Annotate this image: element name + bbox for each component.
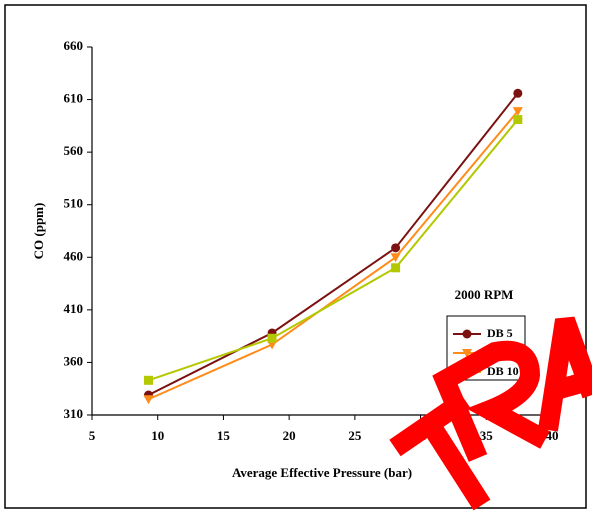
y-tick-label: 360 (64, 353, 84, 368)
marker (267, 340, 278, 350)
watermark (389, 316, 592, 511)
legend-label: DB 5 (487, 326, 513, 340)
y-tick-label: 460 (64, 248, 84, 263)
marker (513, 88, 523, 98)
watermark-a (538, 316, 592, 432)
x-tick-label: 20 (283, 428, 296, 443)
marker (144, 375, 154, 385)
legend-marker (462, 349, 472, 358)
watermark-r (432, 340, 550, 462)
x-tick-label: 5 (89, 428, 96, 443)
series-line (148, 110, 519, 401)
marker (267, 333, 277, 343)
marker (512, 107, 523, 117)
series-line (148, 118, 519, 382)
y-tick-label: 410 (64, 301, 84, 316)
y-tick-label: 560 (64, 143, 84, 158)
x-tick-label: 10 (151, 428, 164, 443)
y-tick-label: 510 (64, 196, 84, 211)
marker (143, 395, 154, 405)
marker (391, 263, 401, 273)
y-tick-label: 310 (64, 406, 84, 421)
series-line (148, 92, 519, 396)
annotation: 2000 RPM (455, 287, 514, 302)
y-axis-label: CO (ppm) (31, 203, 46, 260)
x-tick-label: 25 (348, 428, 362, 443)
x-tick-label: 35 (480, 428, 494, 443)
frame (4, 4, 587, 509)
marker (390, 253, 401, 263)
y-tick-label: 610 (64, 91, 84, 106)
marker (391, 243, 401, 253)
x-tick-label: 15 (217, 428, 231, 443)
legend-marker (462, 329, 472, 339)
y-tick-label: 660 (64, 38, 84, 53)
legend-label: DB 10 (487, 364, 519, 378)
marker (513, 115, 523, 125)
x-axis-label: Average Effective Pressure (bar) (232, 465, 412, 480)
